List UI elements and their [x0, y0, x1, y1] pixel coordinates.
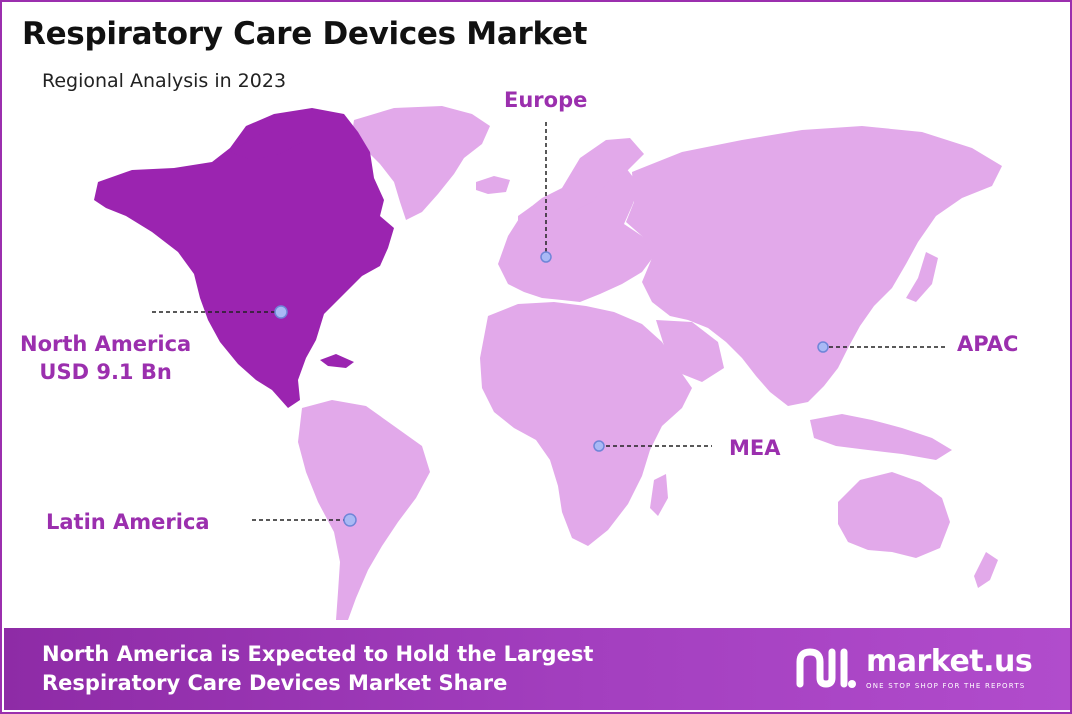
footer-line-2: Respiratory Care Devices Market Share [42, 671, 508, 695]
apac-marker [817, 341, 829, 353]
apac-label: APAC [957, 332, 1019, 356]
japan-shape [906, 252, 938, 302]
uk-shape [518, 206, 538, 242]
latin-america-marker [343, 513, 357, 527]
world-map [94, 106, 1002, 620]
north-america-marker [274, 305, 288, 319]
logo-name: market.us [866, 644, 1033, 679]
europe-label: Europe [504, 88, 588, 112]
mea-marker [593, 440, 605, 452]
se-asia-islands-shape [810, 414, 952, 460]
madagascar-shape [650, 474, 668, 516]
mea-label: MEA [729, 436, 781, 460]
arabia-shape [656, 320, 724, 382]
caribbean-shape [320, 354, 354, 368]
australia-shape [838, 472, 950, 558]
page-subtitle: Regional Analysis in 2023 [42, 70, 287, 92]
footer-banner: North America is Expected to Hold the La… [4, 628, 1070, 710]
asia-shape [626, 126, 1002, 406]
market-us-logo-icon [796, 648, 856, 688]
north-america-name: North America [20, 332, 192, 356]
greenland-shape [352, 106, 490, 220]
logo-tagline: ONE STOP SHOP FOR THE REPORTS [866, 682, 1026, 690]
latin-america-label: Latin America [46, 510, 210, 534]
market-us-logo: market.us ONE STOP SHOP FOR THE REPORTS [794, 642, 1044, 698]
europe-marker [540, 251, 552, 263]
north-america-label: North America USD 9.1 Bn [20, 330, 191, 386]
page-title: Respiratory Care Devices Market [22, 16, 588, 52]
scandinavia-shape [562, 138, 644, 210]
footer-line-1: North America is Expected to Hold the La… [42, 642, 594, 666]
north-america-value: USD 9.1 Bn [39, 360, 172, 384]
arctic-islands-shape [230, 130, 302, 160]
north-america-shape [94, 108, 394, 408]
new-zealand-shape [974, 552, 998, 588]
footer-message: North America is Expected to Hold the La… [42, 640, 593, 698]
europe-shape [498, 164, 654, 302]
iceland-shape [476, 176, 510, 194]
south-america-shape [298, 400, 430, 620]
africa-shape [480, 302, 692, 546]
